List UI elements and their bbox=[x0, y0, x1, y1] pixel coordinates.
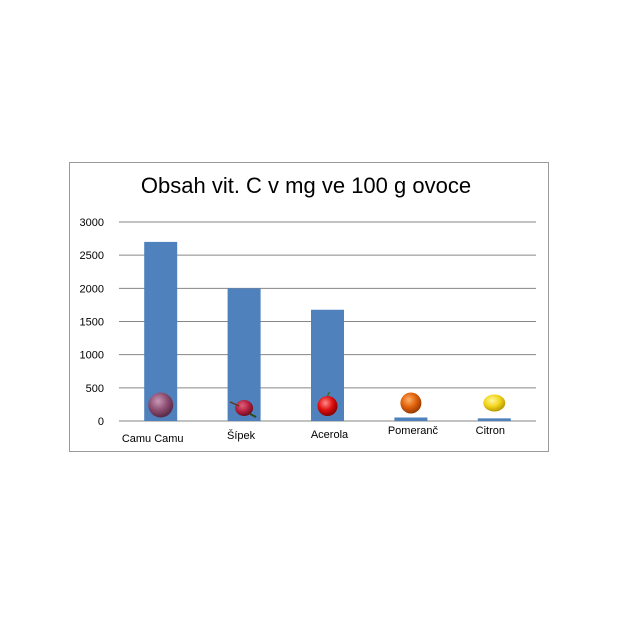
bar bbox=[144, 241, 178, 421]
bar-chart: Obsah vit. C v mg ve 100 g ovoce 0 500 100… bbox=[80, 173, 536, 445]
y-tick-label: 500 bbox=[86, 383, 104, 395]
x-category-label: Camu Camu bbox=[122, 433, 184, 445]
y-tick-label: 1500 bbox=[80, 317, 104, 329]
bar bbox=[477, 418, 511, 421]
fruit-icons bbox=[148, 391, 506, 418]
bar bbox=[394, 417, 428, 421]
orange-fruit-icon bbox=[400, 392, 422, 414]
y-tick-label: 2500 bbox=[80, 250, 104, 262]
y-tick-label: 2000 bbox=[80, 283, 104, 295]
chart-frame: Obsah vit. C v mg ve 100 g ovoce 0 500 100… bbox=[69, 162, 549, 452]
y-tick-label: 0 bbox=[98, 416, 104, 428]
x-category-label: Citron bbox=[476, 425, 505, 437]
chart-title: Obsah vit. C v mg ve 100 g ovoce bbox=[141, 173, 471, 198]
camu-camu-fruit-icon bbox=[148, 392, 174, 418]
x-axis-category-labels: Camu Camu Šípek Acerola Pomeranč Citron bbox=[122, 425, 505, 445]
bars bbox=[144, 241, 511, 421]
x-category-label: Acerola bbox=[311, 429, 349, 441]
bar bbox=[227, 288, 261, 421]
x-category-label: Pomeranč bbox=[388, 425, 439, 437]
y-axis-tick-labels: 0 500 1000 1500 2000 2500 3000 bbox=[80, 217, 104, 428]
y-tick-label: 3000 bbox=[80, 217, 104, 229]
x-category-label: Šípek bbox=[227, 429, 256, 442]
acerola-fruit-icon bbox=[317, 391, 338, 416]
rosehip-fruit-icon bbox=[229, 400, 257, 418]
lemon-fruit-icon bbox=[483, 394, 506, 412]
y-tick-label: 1000 bbox=[80, 350, 104, 362]
